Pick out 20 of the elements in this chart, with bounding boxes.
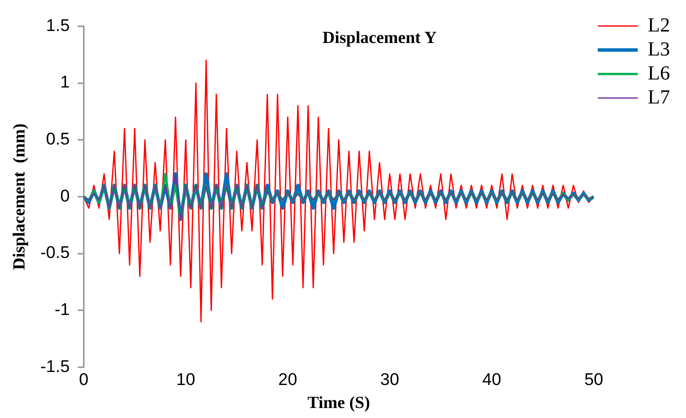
chart-title: Displacement Y <box>322 28 437 48</box>
y-tick-label: 0 <box>60 186 70 206</box>
y-axis-title: Displacement (mm) <box>10 124 29 270</box>
legend-label: L7 <box>648 86 670 108</box>
x-axis-title: Time (S) <box>307 393 370 412</box>
y-tick-label: 1 <box>60 72 70 92</box>
y-tick-label: -1.5 <box>40 356 70 376</box>
x-tick-label: 40 <box>482 370 502 390</box>
y-tick-label: -0.5 <box>40 243 70 262</box>
x-tick-label: 50 <box>584 370 604 390</box>
x-tick-label: 30 <box>380 370 400 390</box>
y-tick-label: 0.5 <box>46 130 70 149</box>
legend-label: L2 <box>648 14 670 36</box>
y-tick-label: 1.5 <box>46 16 70 35</box>
legend-label: L3 <box>648 38 670 60</box>
x-tick-label: 20 <box>278 370 298 390</box>
y-tick-label: -1 <box>54 300 70 320</box>
x-tick-label: 10 <box>176 370 196 390</box>
legend-label: L6 <box>648 62 670 84</box>
x-tick-label: 0 <box>78 370 88 390</box>
